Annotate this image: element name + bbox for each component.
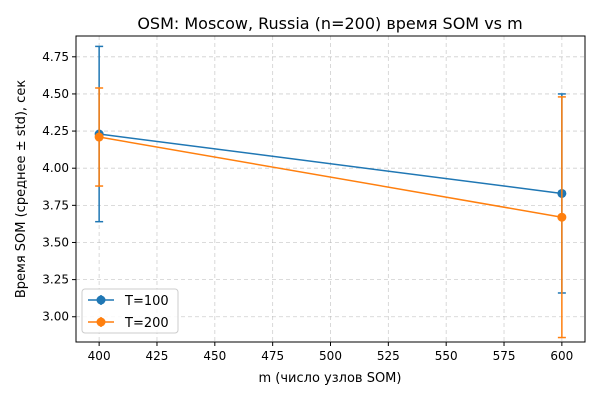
x-tick-label: 500 <box>319 349 342 363</box>
legend: T=100 T=200 <box>81 288 179 334</box>
y-tick-label: 3.00 <box>42 310 69 324</box>
y-tick-label: 3.25 <box>42 273 69 287</box>
legend-label: T=100 <box>124 294 169 309</box>
x-tick-label: 400 <box>88 349 111 363</box>
data-point <box>557 212 567 222</box>
plot-marks <box>94 45 567 339</box>
x-tick-label: 550 <box>435 349 458 363</box>
y-tick-label: 4.50 <box>42 87 69 101</box>
x-tick-label: 450 <box>203 349 226 363</box>
y-tick-label: 4.75 <box>42 50 69 64</box>
series-line-1 <box>99 136 562 218</box>
axis-ticks: 400 425 450 475 500 525 550 575 600 3.00 3.25 3.50 3… <box>42 50 573 363</box>
x-tick-label: 425 <box>146 349 169 363</box>
y-tick-label: 3.50 <box>42 235 69 249</box>
x-tick-label: 575 <box>493 349 516 363</box>
legend-label: T=200 <box>124 316 169 331</box>
series-line-0 <box>99 133 562 195</box>
y-tick-label: 3.75 <box>42 198 69 212</box>
x-tick-label: 475 <box>261 349 284 363</box>
y-tick-label: 4.00 <box>42 161 69 175</box>
legend-marker <box>96 317 106 327</box>
chart-title: OSM: Moscow, Russia (n=200) время SOM vs… <box>137 14 522 33</box>
x-tick-label: 525 <box>377 349 400 363</box>
legend-marker <box>96 295 106 305</box>
data-point <box>94 132 104 142</box>
y-tick-label: 4.25 <box>42 124 69 138</box>
y-axis-label: Время SOM (среднее ± std), сек <box>14 80 29 298</box>
x-tick-label: 600 <box>550 349 573 363</box>
x-axis-label: m (число узлов SOM) <box>259 371 402 386</box>
